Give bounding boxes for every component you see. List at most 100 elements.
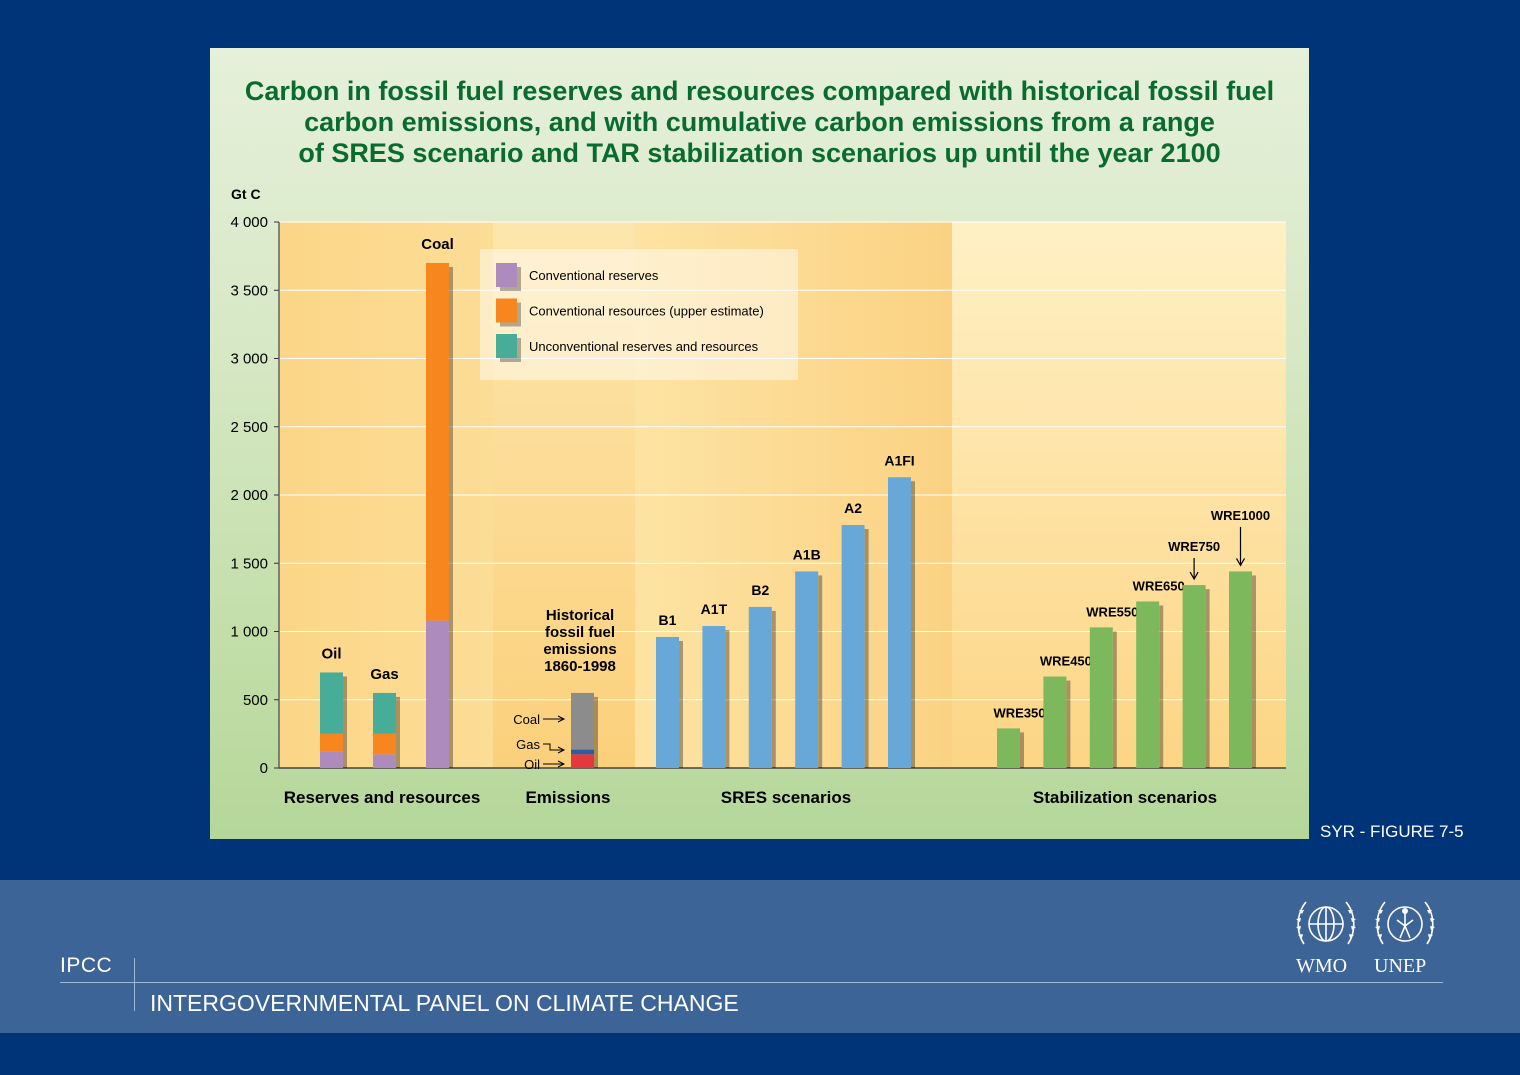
bar-oil-segment bbox=[320, 733, 343, 752]
group-label: Reserves and resources bbox=[284, 788, 481, 807]
bar-label: A1FI bbox=[884, 452, 914, 468]
bar-coal-segment bbox=[426, 262, 449, 621]
bar-sres-a2-shadow bbox=[864, 529, 869, 768]
bar-sres-b1 bbox=[656, 636, 679, 768]
bar-historical-emissions-segment bbox=[571, 692, 594, 750]
bar-oil-shadow bbox=[343, 676, 347, 768]
bar-sres-b2-shadow bbox=[771, 610, 776, 768]
y-tick-label: 3 500 bbox=[230, 282, 268, 299]
arrow-icon bbox=[543, 715, 566, 723]
arrow-icon bbox=[543, 760, 566, 768]
bar-stab-wre550-shadow bbox=[1112, 631, 1117, 768]
y-axis-label: Gt C bbox=[231, 186, 261, 202]
bar-stab-wre350-shadow bbox=[1020, 732, 1024, 768]
bar-coal-shadow bbox=[449, 266, 453, 768]
bar-label: A2 bbox=[844, 500, 862, 516]
bar-gas-segment bbox=[373, 733, 396, 755]
bar-sres-b1-shadow bbox=[679, 640, 683, 768]
legend-box bbox=[480, 249, 798, 380]
group-label: Emissions bbox=[525, 788, 610, 807]
bar-gas-segment bbox=[373, 754, 396, 768]
bar-gas-segment bbox=[373, 692, 396, 734]
y-tick-label: 3 000 bbox=[230, 351, 268, 368]
y-tick-label: 1 000 bbox=[230, 624, 268, 641]
bar-label: Gas bbox=[370, 666, 398, 683]
legend-label: Conventional reserves bbox=[529, 268, 659, 283]
bar-stab-wre1000 bbox=[1229, 571, 1252, 768]
bar-label: B1 bbox=[659, 612, 677, 628]
bar-sres-b2 bbox=[748, 606, 772, 768]
legend-swatch bbox=[496, 263, 517, 287]
arrow-down-icon bbox=[1235, 527, 1246, 567]
bar-stab-wre350 bbox=[997, 728, 1020, 768]
bar-sres-a1fi bbox=[888, 477, 911, 768]
y-tick-label: 2 500 bbox=[230, 419, 268, 436]
legend-swatch bbox=[496, 334, 517, 358]
bar-oil-segment bbox=[320, 751, 343, 768]
legend-label: Conventional resources (upper estimate) bbox=[529, 304, 764, 319]
bar-coal-segment bbox=[426, 620, 449, 768]
bar-sres-a2 bbox=[841, 525, 865, 768]
bar-stab-wre450 bbox=[1043, 676, 1067, 768]
arrow-icon bbox=[543, 743, 566, 754]
bar-stab-wre750-shadow bbox=[1205, 589, 1210, 768]
bar-label: A1B bbox=[793, 546, 821, 562]
emissions-segment-label: Gas bbox=[516, 737, 540, 752]
bar-label: B2 bbox=[751, 582, 769, 598]
unep-emblem-icon bbox=[1375, 901, 1435, 945]
unep-label: UNEP bbox=[1374, 955, 1427, 977]
bar-sres-a1fi-shadow bbox=[911, 481, 915, 768]
bar-stab-wre650 bbox=[1136, 601, 1160, 768]
bar-label: WRE650 bbox=[1133, 578, 1185, 593]
bar-label: WRE350 bbox=[993, 705, 1045, 720]
chart-svg: 0 500 1 000 1 500 2 000 2 500 3 000 3 500 4 000 G… bbox=[230, 186, 1286, 807]
bar-label: Coal bbox=[421, 236, 454, 253]
bar-stab-wre750 bbox=[1182, 585, 1206, 768]
bar-stab-wre550 bbox=[1089, 627, 1113, 768]
bar-historical-emissions-shadow bbox=[594, 696, 598, 768]
emissions-annotation: emissions bbox=[543, 641, 616, 658]
bar-oil-segment bbox=[320, 672, 343, 734]
footer-divider-vertical bbox=[134, 958, 135, 1011]
bar-label: Oil bbox=[321, 645, 341, 662]
emissions-annotation: 1860-1998 bbox=[544, 658, 616, 675]
emissions-annotation: fossil fuel bbox=[545, 624, 615, 641]
chart-plot: 0 500 1 000 1 500 2 000 2 500 3 000 3 500 4 000 G… bbox=[230, 186, 1286, 807]
footer-divider bbox=[60, 982, 1443, 983]
org-short-name: IPCC bbox=[60, 954, 113, 977]
emissions-segment-label: Oil bbox=[524, 757, 540, 772]
bar-stab-wre1000-shadow bbox=[1252, 575, 1256, 768]
y-tick-label: 2 000 bbox=[230, 487, 268, 504]
chart-title: Carbon in fossil fuel reserves and resou… bbox=[244, 76, 1275, 168]
bar-stab-wre450-shadow bbox=[1066, 680, 1071, 768]
bar-label: WRE750 bbox=[1168, 539, 1220, 554]
y-tick-label: 500 bbox=[243, 692, 268, 709]
org-full-name: INTERGOVERNMENTAL PANEL ON CLIMATE CHANG… bbox=[150, 990, 739, 1016]
y-tick-label: 1 500 bbox=[230, 555, 268, 572]
bar-stab-wre650-shadow bbox=[1159, 605, 1164, 768]
figure-label: SYR - FIGURE 7-5 bbox=[1320, 822, 1464, 841]
wmo-emblem-icon bbox=[1296, 901, 1356, 945]
legend-label: Unconventional reserves and resources bbox=[529, 339, 759, 354]
wmo-label: WMO bbox=[1296, 955, 1348, 977]
y-tick-label: 0 bbox=[260, 760, 268, 777]
bar-gas-shadow bbox=[396, 696, 400, 768]
bar-sres-a1b-shadow bbox=[818, 575, 823, 768]
legend-swatch bbox=[496, 298, 517, 323]
emissions-annotation: Historical bbox=[546, 607, 614, 624]
bar-historical-emissions-segment bbox=[571, 754, 594, 768]
arrow-down-icon bbox=[1189, 558, 1199, 581]
emissions-segment-label: Coal bbox=[513, 712, 540, 727]
bar-sres-a1t-shadow bbox=[725, 630, 730, 768]
bar-sres-a1t bbox=[702, 626, 726, 768]
bar-label: WRE450 bbox=[1040, 654, 1092, 669]
bar-historical-emissions-segment bbox=[571, 749, 594, 755]
group-label: Stabilization scenarios bbox=[1033, 788, 1217, 807]
bar-label: A1T bbox=[701, 601, 728, 617]
bar-sres-a1b bbox=[795, 571, 819, 768]
bar-label: WRE550 bbox=[1086, 604, 1138, 619]
footer-band bbox=[0, 880, 1520, 1033]
group-label: SRES scenarios bbox=[721, 788, 851, 807]
bar-label: WRE1000 bbox=[1211, 508, 1270, 523]
y-tick-label: 4 000 bbox=[230, 214, 268, 231]
